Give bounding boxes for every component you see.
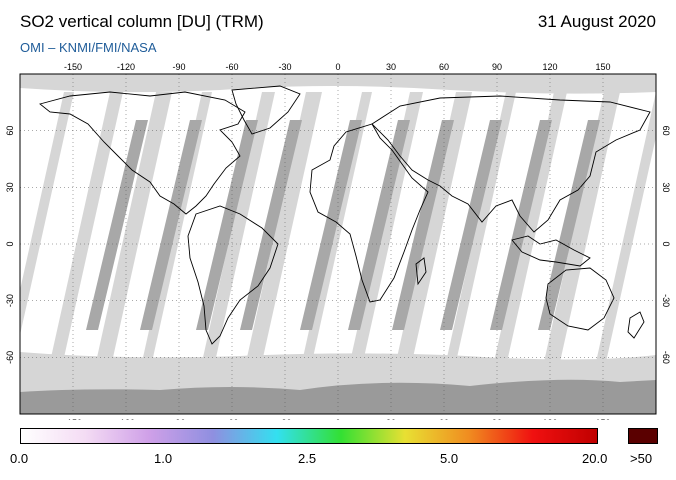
colorbar-label-2: 2.5 bbox=[298, 451, 317, 466]
lon-tick-label-bottom: 0 bbox=[335, 418, 340, 420]
lat-tick-label-left: 0 bbox=[5, 241, 15, 246]
map-frame bbox=[19, 73, 657, 415]
swath-overlap bbox=[240, 120, 302, 330]
swath-overlap bbox=[538, 120, 600, 330]
lon-tick-label-bottom: -30 bbox=[278, 418, 291, 420]
lat-tick-label-left: 60 bbox=[5, 126, 15, 136]
antarctica bbox=[20, 379, 656, 414]
orbit-swath-overlaps bbox=[86, 120, 600, 330]
europe-africa-coast bbox=[309, 123, 429, 303]
swath-overlap bbox=[392, 120, 454, 330]
lon-tick-label-top: -30 bbox=[278, 62, 291, 72]
lat-tick-label-right: 30 bbox=[661, 182, 671, 192]
swath-overlap bbox=[86, 120, 148, 330]
swath-gap bbox=[20, 92, 74, 335]
swath-gap bbox=[242, 92, 322, 380]
colorbar bbox=[20, 428, 598, 444]
swath-overlap bbox=[490, 120, 552, 330]
madagascar-coast bbox=[415, 257, 427, 286]
greenland-coast bbox=[231, 85, 301, 135]
colorbar-overflow-swatch bbox=[628, 428, 658, 444]
lat-tick-label-right: 0 bbox=[661, 241, 671, 246]
swath-gap bbox=[92, 92, 172, 380]
lat-tick-label-right: -30 bbox=[661, 294, 671, 307]
lon-tick-label-top: 90 bbox=[492, 62, 502, 72]
lon-tick-label-top: 120 bbox=[542, 62, 557, 72]
swath-overlap bbox=[196, 120, 258, 330]
graticule bbox=[20, 74, 656, 414]
coastlines bbox=[39, 85, 651, 345]
colorbar-label-5: >50 bbox=[630, 451, 653, 466]
credit-label: OMI – KNMI/FMI/NASA bbox=[20, 40, 157, 55]
lon-tick-label-bottom: -150 bbox=[64, 418, 82, 420]
swath-gap bbox=[346, 92, 423, 380]
lon-tick-label-bottom: -60 bbox=[225, 418, 238, 420]
swath-overlap bbox=[300, 120, 362, 330]
lat-tick-label-right: -60 bbox=[661, 351, 671, 364]
north-america-coast bbox=[39, 91, 246, 215]
colorbar-label-3: 5.0 bbox=[440, 451, 459, 466]
swath-gap bbox=[392, 92, 472, 380]
swath-gap bbox=[198, 92, 275, 380]
so2-map: -150 -150 -120 -120 -90 -90 -60 -60 -30 -30 0 0 30 30… bbox=[5, 62, 671, 420]
swath-gap bbox=[540, 92, 620, 380]
colorbar-label-4: 20.0 bbox=[582, 451, 608, 466]
lat-tick-label-left: -30 bbox=[5, 294, 15, 307]
chart-title: SO2 vertical column [DU] (TRM) bbox=[20, 12, 264, 31]
lon-tick-label-top: 60 bbox=[439, 62, 449, 72]
asia-coast bbox=[371, 95, 651, 233]
lon-tick-label-top: 0 bbox=[335, 62, 340, 72]
date-label: 31 August 2020 bbox=[537, 12, 656, 31]
swath-gap bbox=[442, 92, 516, 380]
lon-tick-label-top: -60 bbox=[225, 62, 238, 72]
lat-tick-label-left: -60 bbox=[5, 351, 15, 364]
lon-tick-label-bottom: 60 bbox=[439, 418, 449, 420]
swath-overlap bbox=[348, 120, 410, 330]
australia-coast bbox=[545, 267, 615, 331]
lat-tick-label-left: 30 bbox=[5, 182, 15, 192]
lon-tick-label-top: 30 bbox=[386, 62, 396, 72]
indonesia-coast bbox=[511, 235, 591, 267]
colorbar-label-1: 1.0 bbox=[154, 451, 173, 466]
lon-tick-label-top: 150 bbox=[595, 62, 610, 72]
lat-tick-label-right: 60 bbox=[661, 126, 671, 136]
lon-tick-label-top: -150 bbox=[64, 62, 82, 72]
lon-tick-label-bottom: 150 bbox=[595, 418, 610, 420]
swath-gap bbox=[46, 92, 123, 380]
lon-tick-label-top: -120 bbox=[117, 62, 135, 72]
swath-overlap bbox=[440, 120, 502, 330]
lon-tick-label-bottom: -120 bbox=[117, 418, 135, 420]
lon-tick-label-bottom: 120 bbox=[542, 418, 557, 420]
lon-tick-label-bottom: -90 bbox=[172, 418, 185, 420]
lon-tick-label-top: -90 bbox=[172, 62, 185, 72]
new-zealand-coast bbox=[627, 311, 645, 339]
swath-overlap bbox=[140, 120, 202, 330]
colorbar-label-0: 0.0 bbox=[10, 451, 29, 466]
lon-tick-label-bottom: 30 bbox=[386, 418, 396, 420]
south-america-coast bbox=[187, 205, 279, 345]
lon-tick-label-bottom: 90 bbox=[492, 418, 502, 420]
swath-gap bbox=[592, 92, 656, 380]
